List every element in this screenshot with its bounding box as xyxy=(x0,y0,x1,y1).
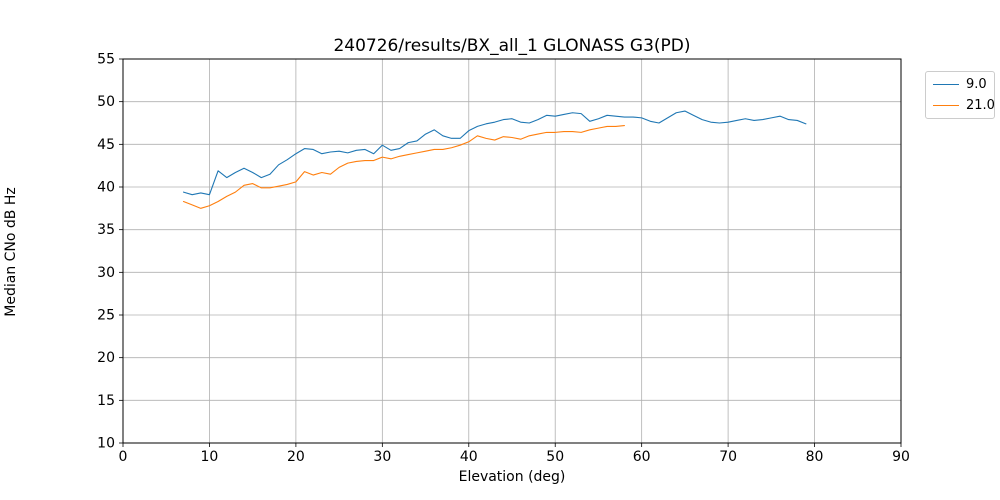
x-tick-label: 30 xyxy=(373,449,391,465)
y-tick-label: 10 xyxy=(97,436,115,452)
legend-label: 9.0 xyxy=(966,77,987,92)
legend-line-swatch xyxy=(933,105,959,106)
chart-title: 240726/results/BX_all_1 GLONASS G3(PD) xyxy=(333,36,691,56)
y-tick-label: 45 xyxy=(97,137,115,153)
y-tick-label: 40 xyxy=(97,180,115,196)
x-tick-labels: 0 10 20 30 40 50 60 70 80 90 xyxy=(119,449,910,465)
y-tick-label: 55 xyxy=(97,52,115,68)
x-tick-label: 50 xyxy=(546,449,564,465)
x-tick-label: 20 xyxy=(287,449,305,465)
y-tick-labels: 10 15 20 25 30 35 40 45 50 55 xyxy=(97,52,115,452)
x-axis-label: Elevation (deg) xyxy=(458,469,566,485)
y-tick-label: 30 xyxy=(97,265,115,281)
series-line-9.0 xyxy=(182,110,807,196)
legend-item: 9.0 xyxy=(926,77,994,92)
axis-ticks xyxy=(119,58,902,447)
x-tick-label: 40 xyxy=(460,449,478,465)
x-tick-label: 70 xyxy=(719,449,737,465)
y-tick-label: 15 xyxy=(97,393,115,409)
y-tick-label: 20 xyxy=(97,350,115,366)
legend: 9.0 21.0 xyxy=(925,71,995,119)
y-tick-label: 50 xyxy=(97,94,115,110)
series-line-21.0 xyxy=(182,125,625,209)
legend-label: 21.0 xyxy=(966,98,995,113)
x-tick-label: 60 xyxy=(633,449,651,465)
gridlines xyxy=(122,58,902,444)
x-tick-label: 10 xyxy=(201,449,219,465)
plot-border xyxy=(122,58,902,444)
legend-line-swatch xyxy=(933,84,959,85)
y-tick-label: 35 xyxy=(97,222,115,238)
series-lines xyxy=(182,110,807,209)
x-tick-label: 80 xyxy=(806,449,824,465)
legend-item: 21.0 xyxy=(926,98,995,113)
y-tick-label: 25 xyxy=(97,308,115,324)
x-tick-label: 0 xyxy=(119,449,128,465)
x-tick-label: 90 xyxy=(892,449,910,465)
